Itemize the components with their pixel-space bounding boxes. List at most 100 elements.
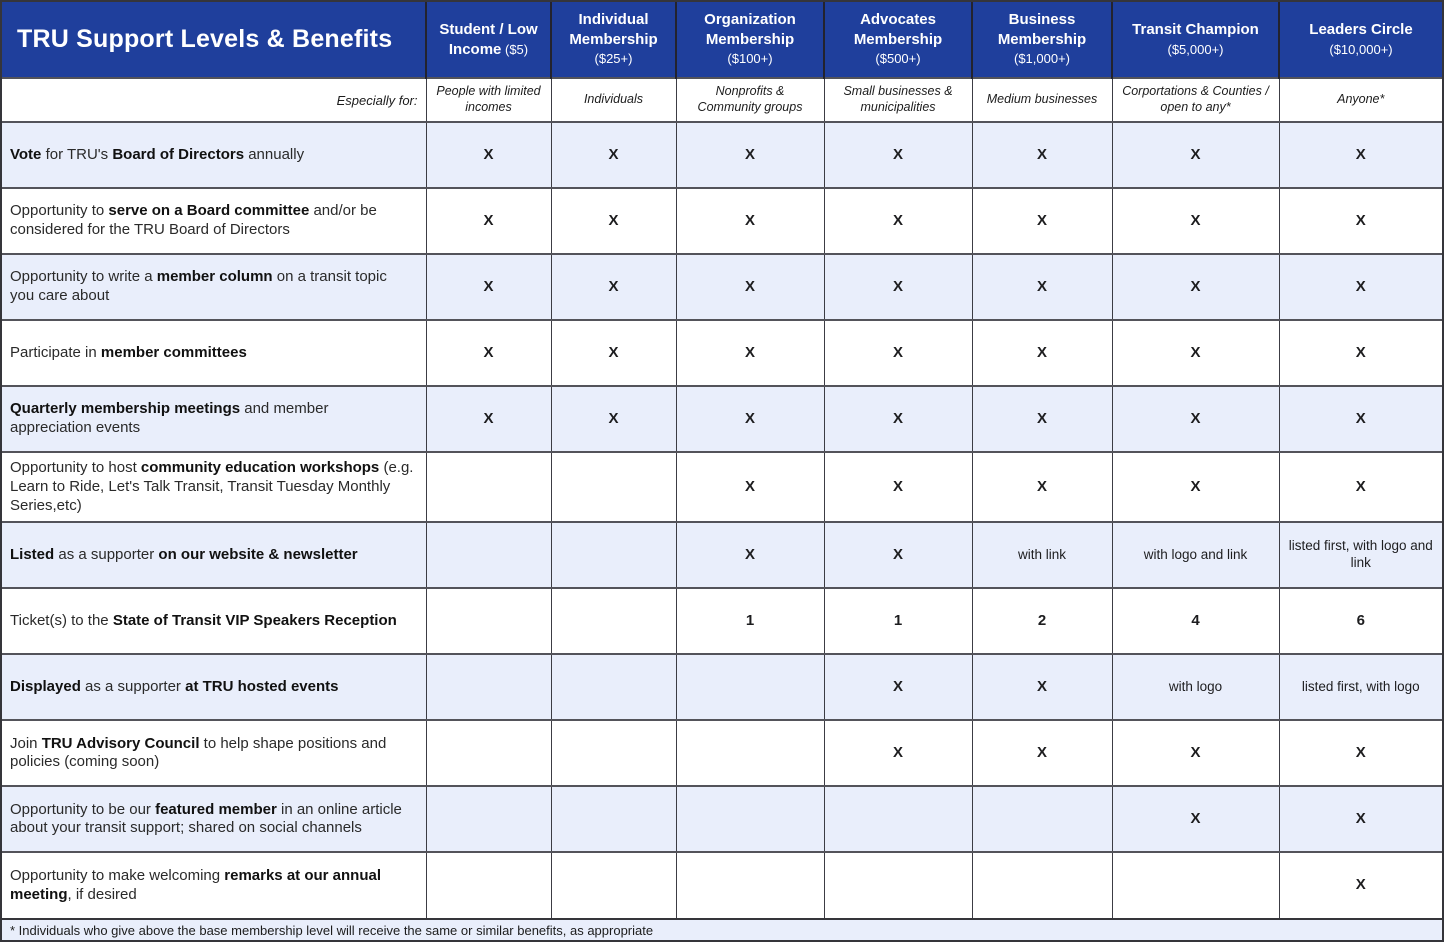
value-cell: X [675,188,824,254]
value-cell: X [823,386,972,452]
value-cell: X [971,720,1112,787]
benefit-text: in an online article about your transit … [10,800,402,837]
value-cell: X [550,386,676,452]
empty-cell [425,522,551,589]
empty-cell [550,786,676,853]
empty-cell [425,452,551,523]
empty-cell [425,720,551,787]
value-cell: X [675,452,824,523]
value-cell: X [823,654,972,721]
value-cell: with logo and link [1111,522,1279,589]
value-cell: X [1278,452,1442,523]
footnote: * Individuals who give above the base me… [2,918,1442,940]
value-cell: X [1278,386,1442,452]
benefit-row: Join TRU Advisory Council to help shape … [2,720,1442,787]
benefit-text-bold: State of Transit VIP Speakers Reception [112,611,397,629]
value-cell: X [550,254,676,320]
empty-cell [1111,852,1279,919]
benefit-text: as a supporter [54,545,159,563]
column-header-transit-champion: Transit Champion ($5,000+) [1111,2,1279,78]
audience-leaders-circle: Anyone* [1278,78,1442,122]
benefit-row: Opportunity to write a member column on … [2,254,1442,320]
empty-cell [675,786,824,853]
value-cell: X [425,254,551,320]
benefit-text: on a transit topic you care about [10,268,387,304]
value-cell: X [971,452,1112,523]
benefit-text: Opportunity to make welcoming [10,867,225,884]
empty-cell [425,588,551,655]
empty-cell [823,852,972,919]
value-cell: X [1278,720,1442,787]
benefit-description: Quarterly membership meetings and member… [2,386,426,452]
benefit-text: for TRU's [41,145,113,163]
benefit-text: and member appreciation events [10,400,329,436]
benefit-text: Opportunity to be our [10,800,156,818]
value-cell: X [550,188,676,254]
value-cell: X [425,122,551,188]
empty-cell [675,852,824,919]
benefit-text: Join [10,734,42,752]
page-title: TRU Support Levels & Benefits [17,25,393,53]
value-cell: 1 [823,588,972,655]
benefit-text-bold: Vote [10,145,42,163]
benefits-table: TRU Support Levels & Benefits Student / … [2,2,1442,919]
value-cell: 4 [1111,588,1279,655]
value-cell: X [1278,188,1442,254]
benefit-row: Displayed as a supporter at TRU hosted e… [2,654,1442,721]
value-cell: X [823,188,972,254]
empty-cell [675,720,824,787]
empty-cell [550,522,676,589]
value-cell: X [675,386,824,452]
value-cell: X [971,386,1112,452]
audience-business-membership: Medium businesses [971,78,1112,122]
benefit-row: Listed as a supporter on our website & n… [2,522,1442,589]
value-cell: X [1278,254,1442,320]
benefit-row: Opportunity to host community education … [2,452,1442,523]
benefit-text-bold: at TRU hosted events [185,677,339,695]
benefit-description: Opportunity to make welcoming remarks at… [2,852,426,918]
value-cell: X [675,320,824,386]
benefit-text: and/or be considered for the TRU Board o… [10,202,377,238]
value-cell: X [823,452,972,523]
benefit-text-bold: serve on a Board committee [108,202,310,220]
empty-cell [425,852,551,919]
audience-row: Especially for: People with limited inco… [2,78,1442,122]
benefit-text: (e.g. Learn to Ride, Let's Talk Transit,… [10,459,414,514]
benefit-text-bold: on our website & newsletter [158,545,358,563]
benefit-row: Opportunity to make welcoming remarks at… [2,852,1442,919]
value-cell: X [1111,386,1279,452]
value-cell: X [1278,786,1442,853]
benefit-text-bold: community education workshops [140,459,380,476]
value-cell: X [550,320,676,386]
value-cell: X [675,122,824,188]
empty-cell [675,654,824,721]
column-name: Advocates Membership [853,11,943,48]
column-price: ($5) [501,41,529,57]
value-cell: X [1278,320,1442,386]
column-header-business-membership: Business Membership ($1,000+) [971,2,1112,78]
benefit-description: Opportunity to host community education … [2,452,426,522]
benefit-text: Participate in [10,343,101,361]
value-cell: X [675,522,824,589]
value-cell: X [971,320,1112,386]
benefit-text-bold: member committees [100,343,247,361]
benefit-text-bold: Listed [10,545,55,563]
empty-cell [550,452,676,523]
column-header-individual-membership: Individual Membership ($25+) [550,2,676,78]
benefit-row: Opportunity to be our featured member in… [2,786,1442,853]
benefit-text: Ticket(s) to the [10,611,113,629]
value-cell: X [550,122,676,188]
value-cell: X [1111,452,1279,523]
benefit-description: Vote for TRU's Board of Directors annual… [2,122,426,188]
value-cell: 2 [971,588,1112,655]
value-cell: X [425,188,551,254]
value-cell: listed first, with logo [1278,654,1442,721]
value-cell: X [823,320,972,386]
benefits-body: Vote for TRU's Board of Directors annual… [2,122,1442,919]
value-cell: listed first, with logo and link [1278,522,1442,589]
value-cell: X [1278,852,1442,919]
empty-cell [550,852,676,919]
benefit-text: Opportunity to [10,202,109,220]
value-cell: X [425,320,551,386]
benefit-row: Participate in member committees X X X X X X X [2,320,1442,386]
